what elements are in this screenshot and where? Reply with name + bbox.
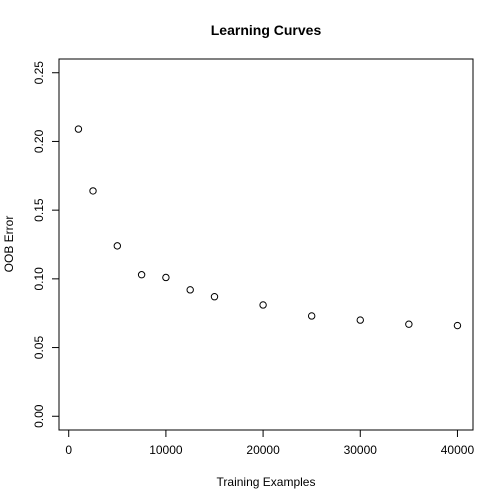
- data-point: [259, 301, 267, 309]
- y-tick-label: 0.05: [32, 336, 46, 360]
- y-tick-label: 0.15: [32, 198, 46, 222]
- y-axis: 0.00 0.05 0.10 0.15 0.20 0.25: [32, 61, 60, 428]
- data-point: [89, 187, 97, 195]
- y-tick-label: 0.00: [32, 404, 46, 428]
- y-tick-label: 0.25: [32, 61, 46, 85]
- x-axis-label: Training Examples: [217, 475, 316, 489]
- data-point: [453, 321, 462, 330]
- x-tick-label: 10000: [149, 443, 183, 457]
- data-points: [74, 125, 462, 330]
- x-tick-label: 20000: [246, 443, 280, 457]
- data-point: [74, 125, 83, 133]
- y-tick-label: 0.10: [32, 267, 46, 291]
- x-tick-label: 0: [65, 443, 72, 457]
- data-point: [210, 293, 219, 301]
- data-point: [113, 242, 122, 250]
- chart-title: Learning Curves: [211, 22, 322, 38]
- data-point: [307, 312, 316, 320]
- data-point: [137, 271, 146, 279]
- data-point: [356, 316, 364, 324]
- x-axis: 0 10000 20000 30000 40000: [65, 429, 475, 457]
- y-tick-label: 0.20: [32, 129, 46, 153]
- y-axis-label: OOB Error: [2, 216, 16, 273]
- x-tick-label: 30000: [344, 443, 378, 457]
- data-point: [186, 286, 194, 294]
- x-tick-label: 40000: [441, 443, 475, 457]
- plot-frame: [58, 58, 474, 431]
- data-point: [162, 273, 170, 282]
- data-point: [405, 320, 413, 328]
